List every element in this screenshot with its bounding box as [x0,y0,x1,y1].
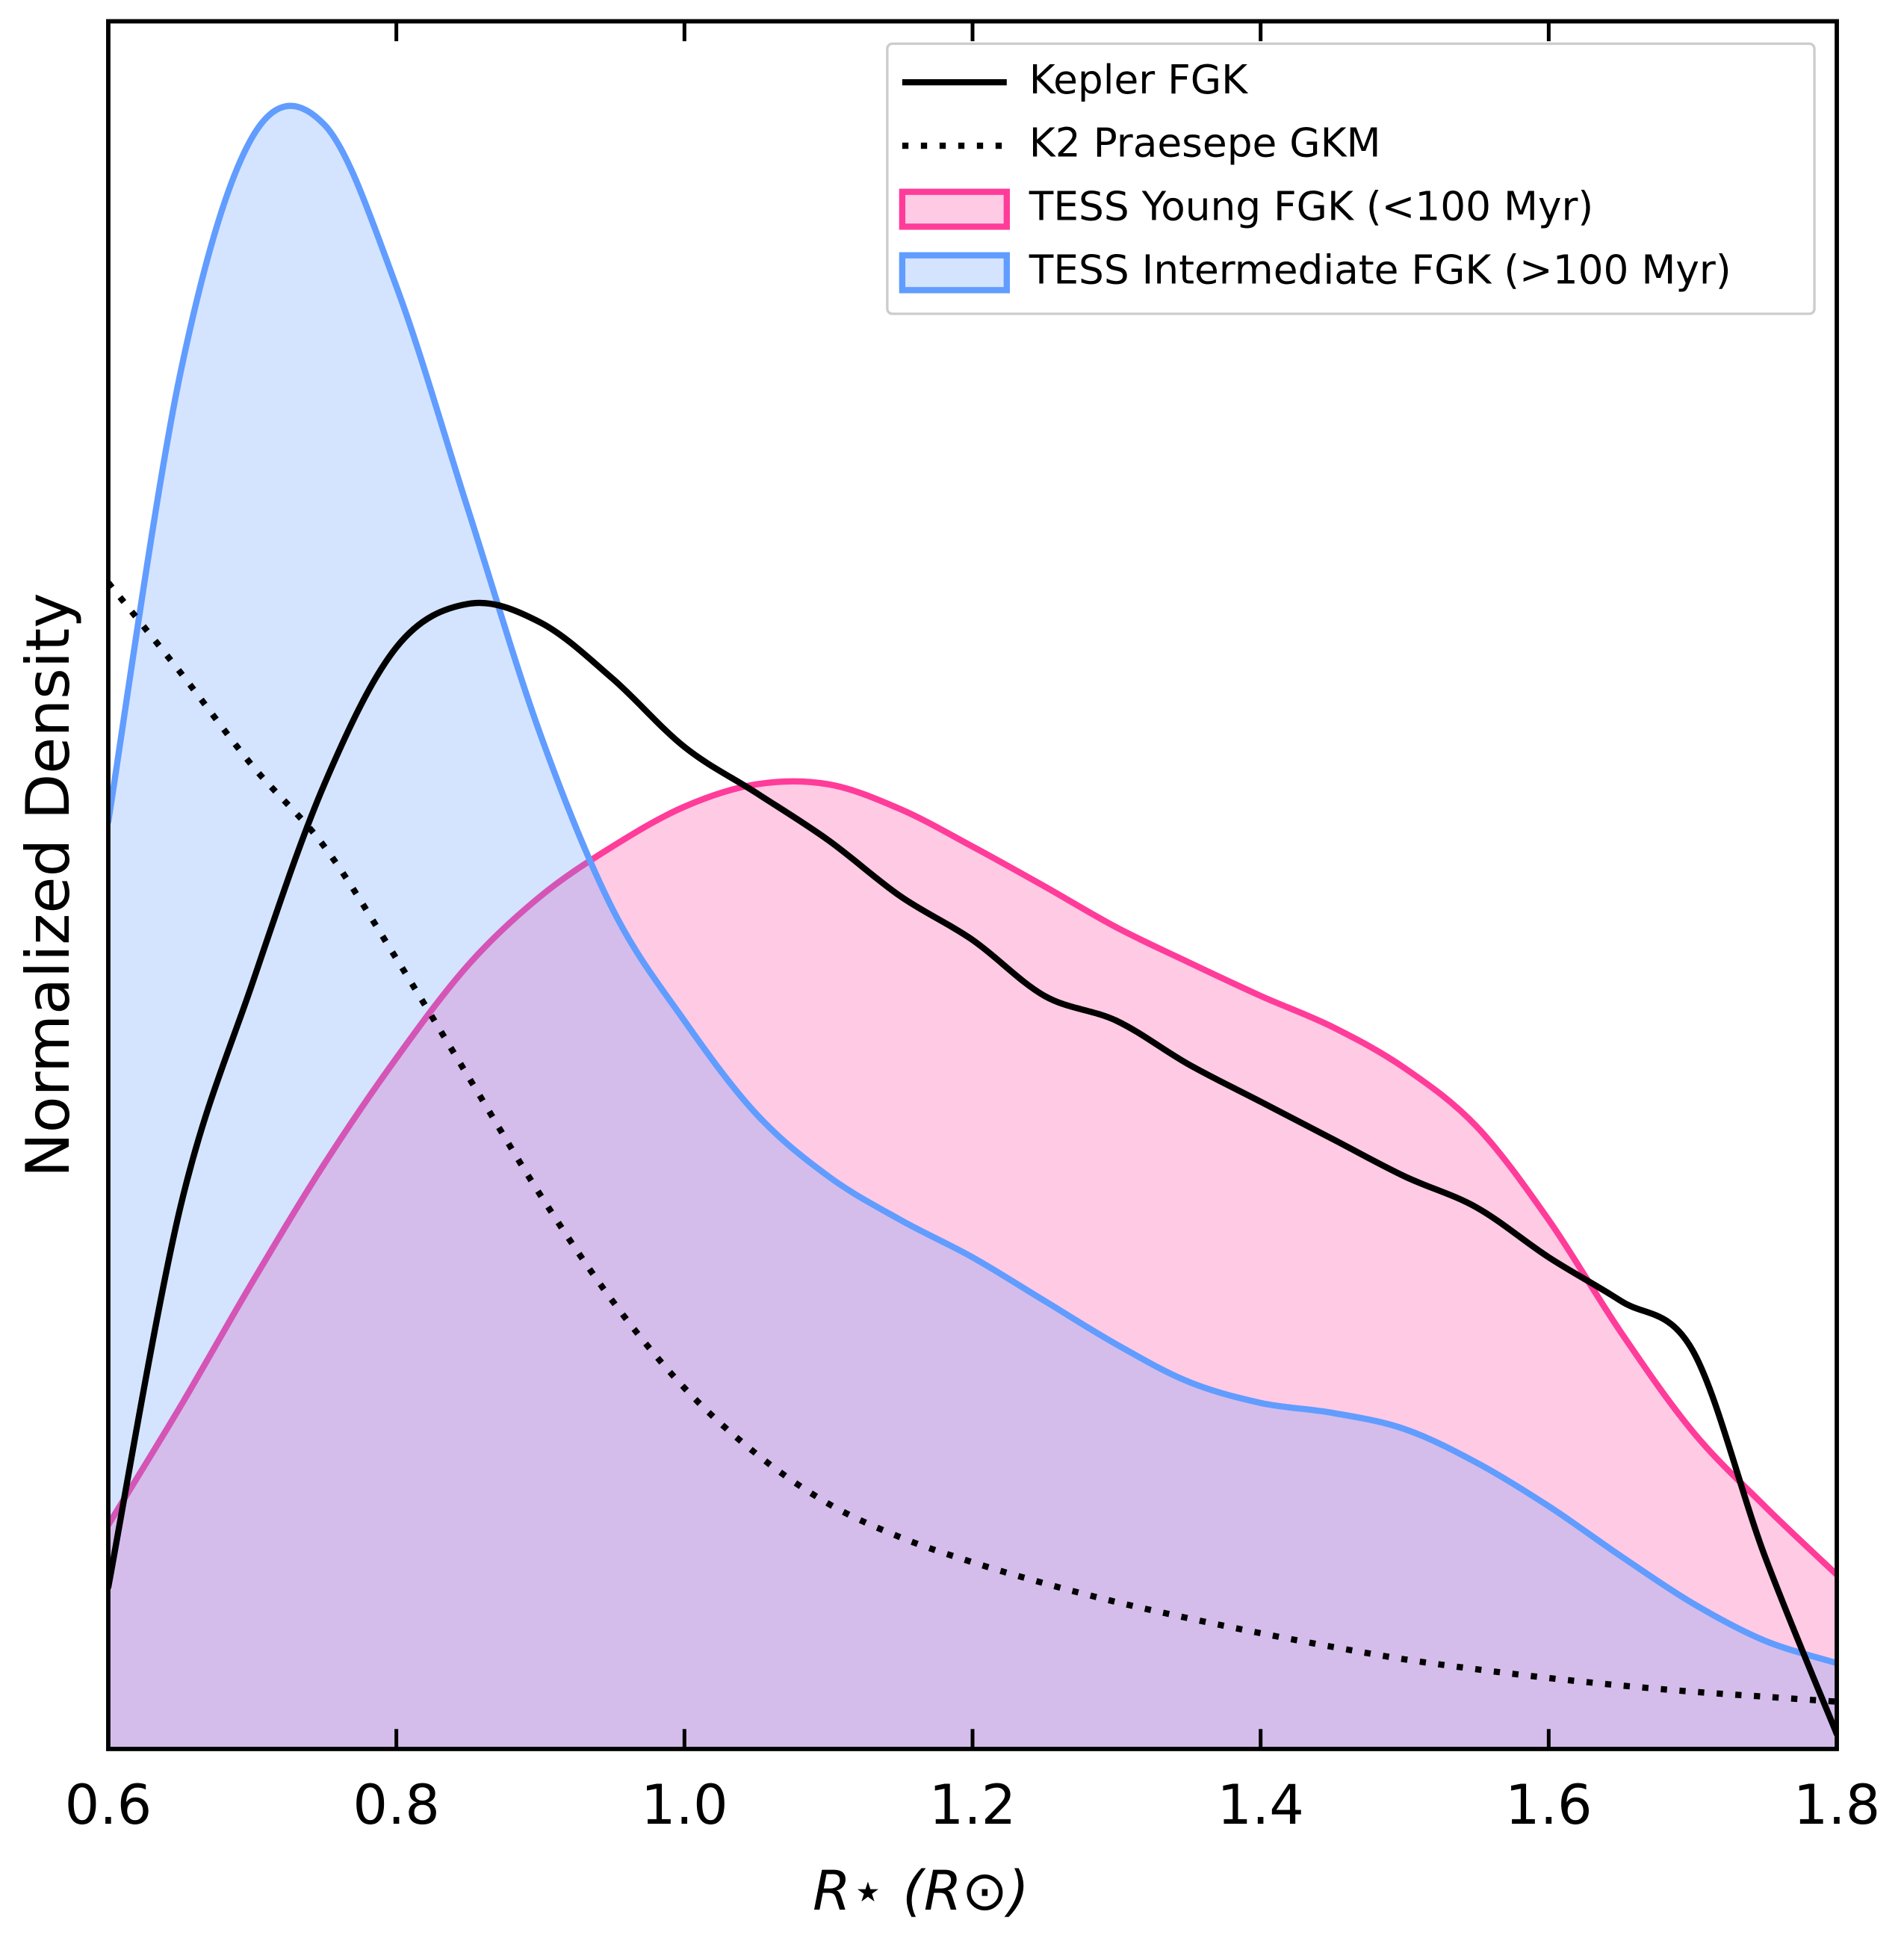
y-axis-label: Normalized Density [13,592,83,1177]
legend-label: TESS Intermediate FGK (>100 Myr) [1029,247,1731,294]
legend-box [886,42,1816,315]
line [108,102,1838,1667]
x-tick-label: 1.8 [1793,1774,1881,1837]
x-tick-label: 0.6 [65,1774,152,1837]
legend-swatch [899,252,1010,294]
line [108,581,1838,1705]
legend-label: TESS Young FGK (<100 Myr) [1029,184,1593,230]
legend-swatch [899,188,1010,230]
line [108,778,1838,1578]
x-tick-label: 1.4 [1217,1774,1304,1837]
legend-label: K2 Praesepe GKM [1029,120,1381,167]
x-tick-label: 0.8 [353,1774,440,1837]
x-axis-label: R⋆ (R⊙) [813,1860,1029,1923]
x-tick-label: 1.6 [1505,1774,1593,1837]
x-tick-label: 1.2 [929,1774,1017,1837]
plot [108,102,1838,1749]
x-tick-label: 1.0 [641,1774,728,1837]
legend-label: Kepler FGK [1029,57,1249,103]
plot-frame [106,19,1839,1751]
line [108,599,1838,1738]
area [108,781,1838,1749]
area [108,105,1838,1749]
